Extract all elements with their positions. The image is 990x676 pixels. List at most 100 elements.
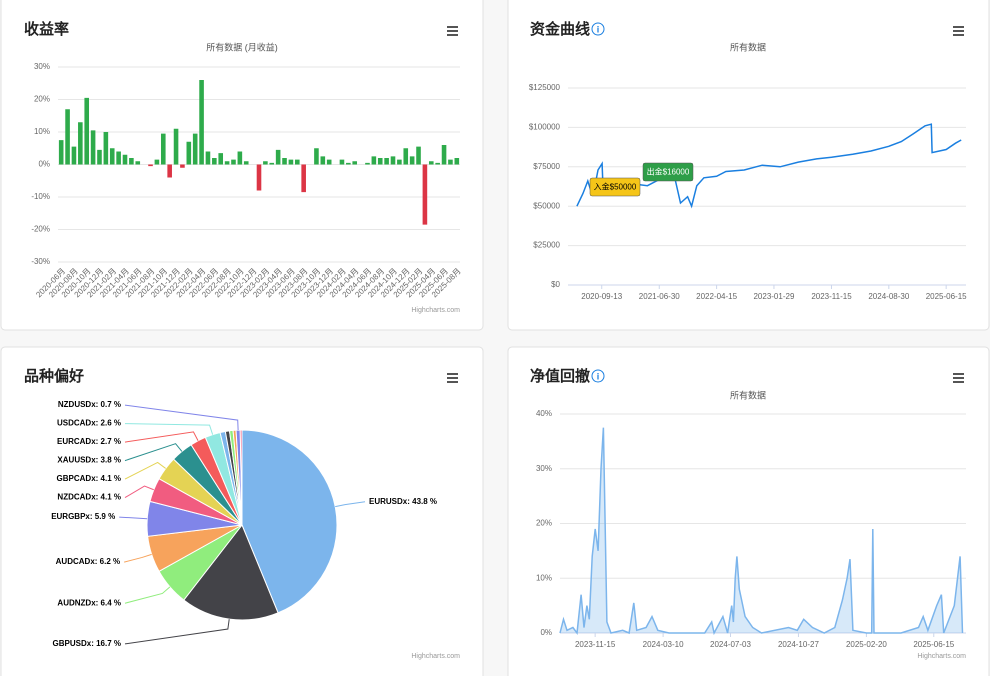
info-icon[interactable] xyxy=(591,369,605,383)
chart-title: 品种偏好 xyxy=(24,367,84,385)
bar xyxy=(371,156,377,165)
bar xyxy=(339,159,345,165)
drawdown-line xyxy=(559,427,964,636)
x-tick-label: 2024-10-27 xyxy=(778,640,819,649)
x-tick-label: 2023-11-15 xyxy=(575,640,616,649)
label-connector xyxy=(119,516,148,520)
bar xyxy=(167,164,172,178)
bar xyxy=(243,161,249,165)
y-tick-label: 40% xyxy=(536,409,552,418)
slice-label: GBPUSDx: 16.7 % xyxy=(53,639,121,648)
y-tick-label: 20% xyxy=(536,519,552,528)
bar xyxy=(320,156,326,165)
label-connector xyxy=(124,553,152,563)
bar xyxy=(224,161,230,165)
bar xyxy=(84,97,90,165)
y-tick-label: -20% xyxy=(31,225,50,234)
bar xyxy=(90,130,96,165)
bar xyxy=(205,151,211,165)
annotation-box xyxy=(589,177,641,197)
y-tick-label: 10% xyxy=(536,573,552,582)
bar xyxy=(314,148,319,165)
label-connector xyxy=(124,423,214,435)
slice-label: EURUSDx: 43.8 % xyxy=(369,497,437,506)
label-connector xyxy=(124,404,239,431)
chart-subtitle: 所有数据 xyxy=(730,389,766,400)
bar xyxy=(122,154,128,165)
label-connector xyxy=(124,443,183,462)
x-tick-label: 2024-07-03 xyxy=(710,640,751,649)
y-tick-label: 30% xyxy=(536,464,552,473)
bar xyxy=(78,122,83,165)
slice-label: EURGBPx: 5.9 % xyxy=(51,512,115,521)
menu-button[interactable] xyxy=(447,26,458,36)
menu-button[interactable] xyxy=(447,373,458,383)
x-tick-label: 2020-09-13 xyxy=(581,292,622,301)
chart-title: 收益率 xyxy=(24,20,69,38)
card xyxy=(507,0,990,331)
y-tick-label: $75000 xyxy=(533,162,560,171)
bar xyxy=(326,159,332,165)
bar xyxy=(160,133,166,165)
bar xyxy=(346,162,351,165)
bar xyxy=(71,146,77,165)
bar xyxy=(352,161,358,165)
chart-subtitle: 所有数据 xyxy=(730,41,766,52)
area-fill xyxy=(560,427,963,633)
bar xyxy=(129,158,134,165)
pie-slice xyxy=(239,429,243,526)
bar xyxy=(282,158,287,165)
y-tick-label: 20% xyxy=(34,95,50,104)
credits: Highcharts.com xyxy=(917,653,966,660)
menu-button[interactable] xyxy=(953,373,964,383)
menu-button[interactable] xyxy=(953,26,964,36)
label-connector xyxy=(124,586,171,604)
bar xyxy=(148,164,153,167)
chart-title: 资金曲线 xyxy=(530,20,590,38)
x-tick-label: 2022-04-15 xyxy=(696,292,737,301)
bar xyxy=(441,145,447,165)
slice-label: EURCADx: 2.7 % xyxy=(57,437,121,446)
bar xyxy=(135,161,141,165)
label-connector xyxy=(124,619,230,645)
bar xyxy=(384,158,389,165)
x-tick-label: 2025-02-20 xyxy=(846,640,887,649)
bar xyxy=(186,141,192,165)
slice-label: USDCADx: 2.6 % xyxy=(57,419,121,428)
menu-icons xyxy=(447,26,964,383)
slice-label: NZDCADx: 4.1 % xyxy=(57,493,121,502)
bar xyxy=(416,146,421,165)
bar xyxy=(65,109,70,165)
y-tick-label: 10% xyxy=(34,127,50,136)
bar xyxy=(231,159,236,165)
bar xyxy=(109,148,115,165)
bar xyxy=(294,159,300,165)
y-tick-label: 30% xyxy=(34,62,50,71)
credits: Highcharts.com xyxy=(411,653,460,660)
pie-slice xyxy=(241,429,338,614)
chart-subtitle: 所有数据 (月收益) xyxy=(206,41,278,52)
y-tick-label: -30% xyxy=(31,257,50,266)
bar xyxy=(237,151,243,165)
bar xyxy=(116,151,121,165)
bar xyxy=(403,148,409,165)
label-connector xyxy=(335,501,366,508)
bar xyxy=(409,156,415,165)
y-tick-label: 0% xyxy=(540,628,552,637)
x-tick-label: 2024-08-30 xyxy=(868,292,909,301)
info-glyph: i xyxy=(597,371,600,381)
info-glyph: i xyxy=(597,24,600,34)
annotation-box xyxy=(642,162,694,182)
bar xyxy=(173,128,179,165)
slice-label: NZDUSDx: 0.7 % xyxy=(58,400,121,409)
bar xyxy=(212,158,217,165)
bar xyxy=(397,159,402,165)
bar xyxy=(103,132,109,165)
x-tick-label: 2021-06-30 xyxy=(639,292,680,301)
info-icon[interactable] xyxy=(591,22,605,36)
bar xyxy=(256,164,262,191)
label-connector xyxy=(124,461,166,480)
label-connector xyxy=(124,485,154,499)
bar xyxy=(390,156,396,165)
